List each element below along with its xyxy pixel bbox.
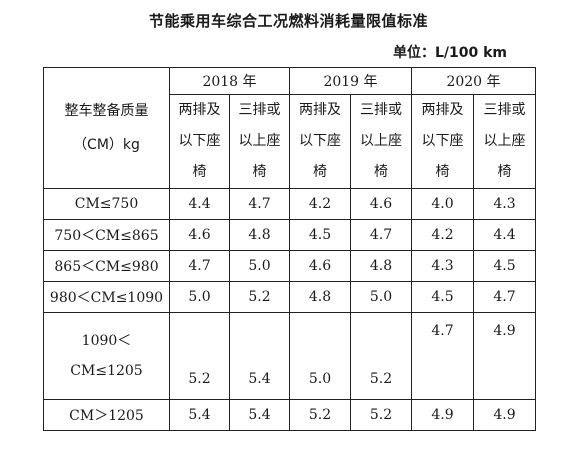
value-cell: 5.0 [229,250,290,282]
value-cell: 5.2 [350,312,412,400]
value-cell: 5.2 [229,281,290,313]
value-cell: 5.2 [289,399,351,431]
seat-header-line: 椅 [252,164,267,180]
seat-header-line: 三排或 [360,102,402,118]
value-cell: 5.0 [169,281,230,313]
value-cell: 4.5 [473,250,536,282]
value-cell: 4.9 [473,399,536,431]
value-cell: 4.9 [473,312,536,400]
seat-header-line: 以上座 [360,133,402,149]
seat-header-line: 三排或 [238,102,281,118]
value-cell: 4.3 [473,188,536,220]
mass-header-line: （CM）kg [73,137,140,153]
year-header-2019: 2019 年 [289,67,412,95]
value-cell: 5.0 [289,312,351,400]
value-cell: 4.7 [350,219,412,251]
mass-header-cell: 整车整备质量 （CM）kg [43,67,170,189]
year-header-2020: 2020 年 [411,67,536,95]
seat-header-line: 椅 [374,164,388,180]
value-cell: 4.9 [411,399,474,431]
value-cell: 5.2 [169,312,230,400]
value-cell: 4.8 [229,219,290,251]
value-cell: 5.2 [350,399,412,431]
seat-header-line: 以下座 [299,133,341,149]
seat-header-two-rows: 两排及 以下座 椅 [411,94,474,189]
seat-header-line: 以下座 [178,133,221,149]
mass-range-cell: 750＜CM≤865 [43,219,170,251]
value-cell: 4.3 [411,250,474,282]
value-cell: 4.7 [473,281,536,313]
value-cell: 4.7 [169,250,230,282]
seat-header-line: 以上座 [238,133,281,149]
mass-range-cell: 1090＜ CM≤1205 [43,312,170,400]
value-cell: 4.7 [229,188,290,220]
value-cell: 4.0 [411,188,474,220]
seat-header-line: 两排及 [421,102,464,118]
seat-header-line: 椅 [313,164,327,180]
seat-header-three-rows: 三排或 以上座 椅 [229,94,290,189]
value-cell: 4.5 [289,219,351,251]
value-cell: 5.0 [350,281,412,313]
mass-range-line: 1090＜ [81,333,132,349]
seat-header-line: 两排及 [299,102,341,118]
seat-header-line: 椅 [435,164,450,180]
seat-header-three-rows: 三排或 以上座 椅 [350,94,412,189]
value-cell: 4.4 [473,219,536,251]
value-cell: 4.6 [169,219,230,251]
page-title: 节能乘用车综合工况燃料消耗量限值标准 [148,12,428,30]
value-cell: 5.4 [169,399,230,431]
table-row: 865＜CM≤980 4.7 5.0 4.6 4.8 4.3 4.5 [43,250,536,282]
table-row: CM＞1205 5.4 5.4 5.2 5.2 4.9 4.9 [43,399,536,431]
value-cell: 4.8 [289,281,351,313]
year-header-2018: 2018 年 [169,67,290,95]
mass-range-cell: 980＜CM≤1090 [43,281,170,313]
table-row: 750＜CM≤865 4.6 4.8 4.5 4.7 4.2 4.4 [43,219,536,251]
value-cell: 4.5 [411,281,474,313]
seat-header-two-rows: 两排及 以下座 椅 [289,94,351,189]
table-row: 980＜CM≤1090 5.0 5.2 4.8 5.0 4.5 4.7 [43,281,536,313]
table-row: CM≤750 4.4 4.7 4.2 4.6 4.0 4.3 [43,188,536,220]
seat-header-line: 以下座 [421,133,464,149]
seat-header-line: 以上座 [483,133,526,149]
seat-header-line: 椅 [192,164,207,180]
value-cell: 4.7 [411,312,474,400]
seat-header-line: 三排或 [483,102,526,118]
value-cell: 4.8 [350,250,412,282]
seat-header-two-rows: 两排及 以下座 椅 [169,94,230,189]
seat-header-line: 两排及 [178,102,221,118]
mass-header-line: 整车整备质量 [64,103,149,119]
value-cell: 4.6 [350,188,412,220]
seat-header-three-rows: 三排或 以上座 椅 [473,94,536,189]
value-cell: 4.6 [289,250,351,282]
seat-header-line: 椅 [497,164,512,180]
value-cell: 5.4 [229,399,290,431]
value-cell: 5.4 [229,312,290,400]
value-cell: 4.4 [169,188,230,220]
mass-range-cell: CM≤750 [43,188,170,220]
unit-label: 单位：L/100 km [392,45,507,61]
value-cell: 4.2 [289,188,351,220]
table-row: 1090＜ CM≤1205 5.2 5.4 5.0 5.2 4.7 4.9 [43,312,536,400]
value-cell: 4.2 [411,219,474,251]
fuel-limit-table: 整车整备质量 （CM）kg 2018 年 2019 年 2020 年 两排及 以… [43,67,536,431]
mass-range-line: CM≤1205 [70,363,143,379]
mass-range-cell: 865＜CM≤980 [43,250,170,282]
mass-range-cell: CM＞1205 [43,399,170,431]
